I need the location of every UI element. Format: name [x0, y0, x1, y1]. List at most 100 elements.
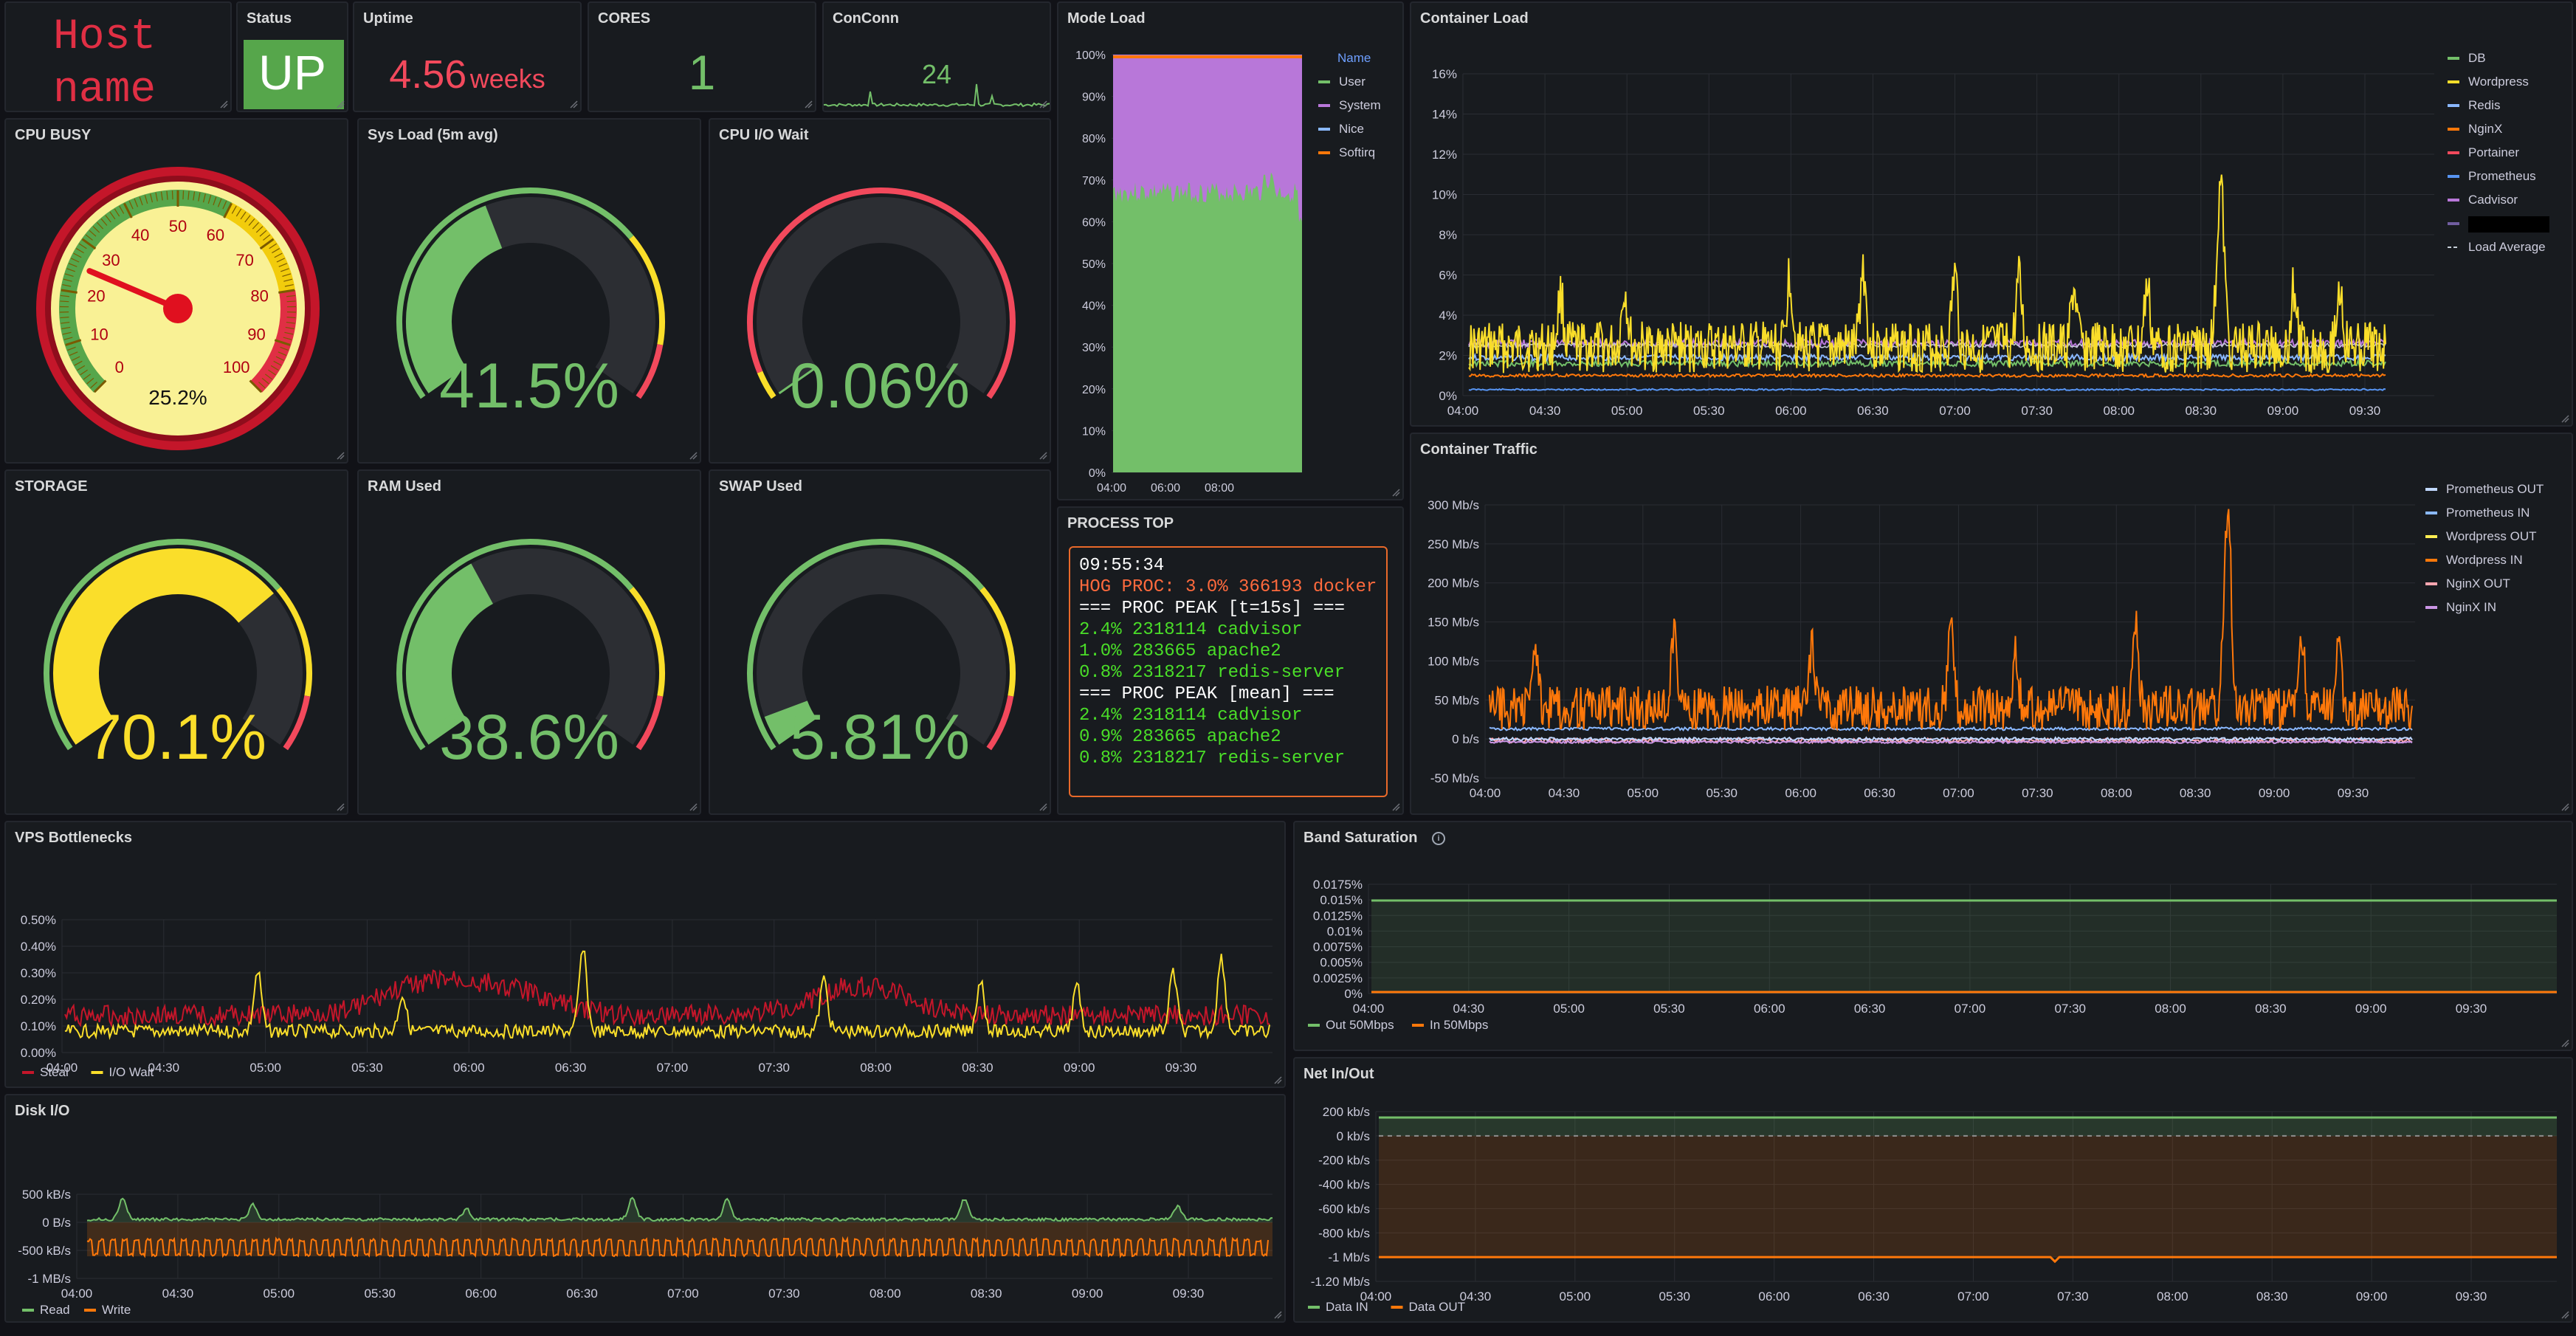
storage-title: STORAGE [15, 478, 88, 495]
legend-header[interactable]: Name [1337, 51, 1371, 65]
legend-item[interactable]: Out 50Mbps [1326, 1018, 1394, 1032]
cpu-iowait-panel: CPU I/O Wait 0.06% [709, 118, 1051, 464]
dial-tick-label: 70 [235, 251, 253, 269]
legend-item[interactable]: Data IN [1326, 1300, 1368, 1314]
y-tick-label: 0 kb/s [1337, 1129, 1370, 1143]
resize-handle[interactable] [1039, 100, 1047, 109]
process-line: 0.9% 283665 apache2 [1079, 727, 1281, 747]
x-tick-label: 05:00 [249, 1061, 281, 1075]
x-tick-label: 09:30 [2456, 1002, 2487, 1016]
process-line: 2.4% 2318114 cadvisor [1079, 620, 1303, 640]
legend-item[interactable]: NginX IN [2446, 600, 2496, 614]
legend-item[interactable]: Portainer [2468, 145, 2519, 159]
x-tick-label: 07:30 [758, 1061, 790, 1075]
legend-item[interactable]: In 50Mbps [1430, 1018, 1488, 1032]
legend-item[interactable]: Data OUT [1409, 1300, 1466, 1314]
resize-handle[interactable] [1039, 802, 1047, 811]
x-tick-label: 07:30 [768, 1287, 800, 1301]
legend-item[interactable]: NginX OUT [2446, 576, 2510, 590]
resize-handle[interactable] [336, 100, 345, 109]
swap-title: SWAP Used [719, 478, 802, 495]
x-tick-label: 09:30 [2338, 786, 2369, 800]
x-tick-label: 06:30 [1864, 786, 1895, 800]
legend-item[interactable]: Prometheus OUT [2446, 482, 2544, 496]
y-tick-label: -200 kb/s [1318, 1154, 1370, 1168]
x-tick-label: 09:00 [2356, 1289, 2388, 1304]
storage-panel: STORAGE 70.1% [4, 469, 348, 815]
ram-gauge [396, 539, 665, 751]
legend-item[interactable]: Wordpress [2468, 75, 2529, 89]
process-line: === PROC PEAK [mean] === [1079, 684, 1335, 704]
series-line [1489, 726, 2413, 732]
resize-handle[interactable] [2560, 802, 2569, 811]
x-tick-label: 05:00 [1628, 786, 1659, 800]
legend-item[interactable]: Nice [1339, 122, 1364, 136]
band-saturation-chart: 0.0175%0.015% 0.0125%0.01% 0.0075% 0.005%0.… [1308, 878, 2557, 1032]
cpu-busy-value: 25.2% [148, 386, 207, 409]
y-tick-label: 0% [1439, 389, 1457, 403]
resize-handle[interactable] [1273, 1310, 1282, 1319]
process-line: 09:55:34 [1079, 556, 1165, 576]
y-tick-label: 0.01% [1327, 924, 1363, 938]
x-tick-label: 05:30 [1653, 1002, 1685, 1016]
x-tick-label: 06:30 [555, 1061, 587, 1075]
legend-item[interactable]: Redis [2468, 98, 2500, 112]
resize-handle[interactable] [2560, 414, 2569, 423]
process-top-panel: PROCESS TOP 09:55:34 HOG PROC: 3.0% 36619… [1057, 506, 1404, 815]
x-tick-label: 05:00 [264, 1287, 295, 1301]
legend-item[interactable]: User [1339, 75, 1366, 89]
legend-item[interactable]: System [1339, 98, 1381, 112]
net-inout-panel: Net In/Out 200 kb/s 0 kb/s -200 kb/s -400 k… [1293, 1057, 2573, 1323]
hostname-line2: name [53, 66, 156, 112]
y-tick-label: 6% [1439, 269, 1457, 283]
y-tick-label: -800 kb/s [1318, 1226, 1370, 1240]
legend-item[interactable]: Write [102, 1303, 131, 1317]
x-tick-label: 07:00 [1943, 786, 1974, 800]
legend-item[interactable]: Steal [40, 1065, 69, 1079]
resize-handle[interactable] [1273, 1075, 1282, 1084]
legend-item[interactable]: NginX [2468, 122, 2502, 136]
legend-item[interactable]: Prometheus [2468, 169, 2536, 183]
uptime-panel: Uptime 4.56 weeks [353, 1, 582, 112]
resize-handle[interactable] [219, 100, 228, 109]
legend-item[interactable]: Read [40, 1303, 70, 1317]
series-line [1468, 174, 2386, 373]
y-tick-label: 0.0125% [1313, 909, 1363, 923]
y-tick-label: 30% [1082, 342, 1106, 354]
y-tick-label: 70% [1082, 175, 1106, 187]
legend-item[interactable]: Load Average [2468, 240, 2546, 254]
legend-item[interactable]: I/O Wait [109, 1065, 154, 1079]
y-tick-label: 0.20% [21, 993, 56, 1007]
x-tick-label: 05:00 [1553, 1002, 1585, 1016]
legend-item[interactable]: Cadvisor [2468, 193, 2518, 207]
dial-tick-label: 100 [223, 358, 250, 376]
container-traffic-chart: 300 Mb/s 250 Mb/s 200 Mb/s 150 Mb/s 100 Mb/s… [1428, 482, 2544, 800]
resize-handle[interactable] [1391, 802, 1400, 811]
x-tick-label: 04:30 [1460, 1289, 1492, 1304]
resize-handle[interactable] [336, 451, 345, 460]
resize-handle[interactable] [336, 802, 345, 811]
legend-item[interactable]: Prometheus IN [2446, 506, 2529, 520]
x-tick-label: 05:30 [1693, 404, 1725, 418]
process-line: HOG PROC: 3.0% 366193 docker [1079, 577, 1377, 597]
legend-item[interactable]: Softirq [1339, 145, 1375, 159]
cpu-iowait-gauge [747, 187, 1016, 399]
resize-handle[interactable] [1391, 488, 1400, 497]
resize-handle[interactable] [1039, 451, 1047, 460]
resize-handle[interactable] [804, 100, 813, 109]
ram-title: RAM Used [368, 478, 442, 495]
x-tick-label: 05:00 [1611, 404, 1643, 418]
y-tick-label: 0.10% [21, 1019, 56, 1033]
cores-title: CORES [598, 10, 651, 27]
resize-handle[interactable] [569, 100, 578, 109]
resize-handle[interactable] [2560, 1310, 2569, 1319]
info-icon[interactable]: i [1432, 831, 1446, 845]
legend-item[interactable]: Wordpress IN [2446, 553, 2523, 567]
resize-handle[interactable] [2560, 1039, 2569, 1047]
conconn-panel: ConConn 24 [822, 1, 1051, 112]
legend-item[interactable]: Wordpress OUT [2446, 529, 2537, 543]
legend-item[interactable]: DB [2468, 51, 2486, 65]
x-tick-label: 07:30 [2057, 1289, 2089, 1304]
resize-handle[interactable] [689, 802, 698, 811]
resize-handle[interactable] [689, 451, 698, 460]
